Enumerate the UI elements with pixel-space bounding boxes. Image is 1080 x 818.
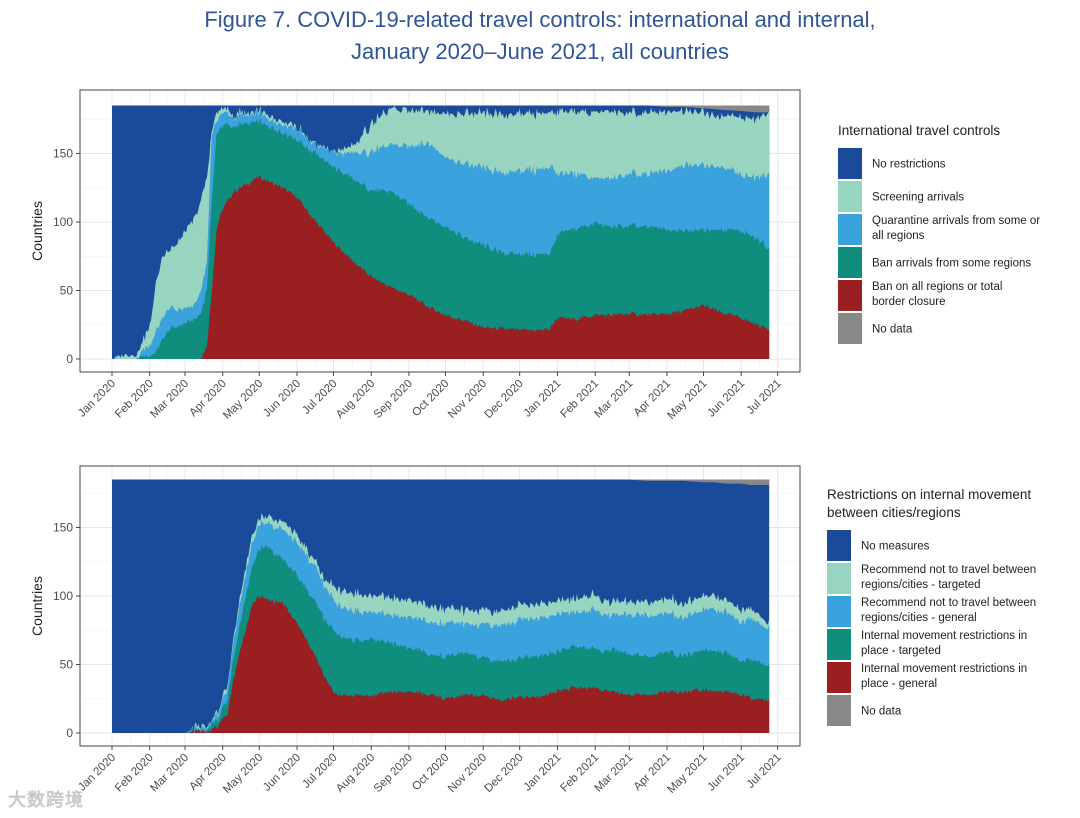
legend-label-line: Quarantine arrivals from some or [872,215,1040,227]
x-tick-label: Jul 2020 [300,752,339,791]
x-tick-label: Nov 2020 [446,378,489,421]
y-axis-title: Countries [29,201,45,261]
legend-key [827,695,851,726]
x-tick-label: Jan 2020 [76,378,118,420]
area-series-c3 [112,118,770,359]
legend-key [838,148,862,179]
area-series-c5 [112,105,770,113]
y-tick-label: 150 [53,147,73,161]
watermark-text: 大数跨境 [8,790,84,810]
legend: Restrictions on internal movement between… [827,487,1036,726]
x-tick-label: Mar 2020 [148,752,191,795]
legend-key [827,629,851,660]
x-tick-label: Jun 2021 [705,752,747,794]
legend-label-line: regions/cities - general [861,612,977,624]
x-tick-label: May 2020 [221,378,265,422]
legend-title: International travel controls [838,123,1000,138]
y-tick-label: 50 [60,658,74,672]
x-tick-label: Jun 2020 [261,752,303,794]
legend-label-line: Ban on all regions or total [872,281,1002,293]
area-series-c1 [112,105,770,359]
legend-key [827,563,851,594]
legend-label-line: place - general [861,678,937,690]
legend-key [827,662,851,693]
x-tick-label: Sep 2020 [372,378,415,421]
legend-label: Ban on all regions or total border closur… [872,281,1002,308]
y-tick-label: 100 [53,215,73,229]
x-tick-label: May 2021 [665,378,709,422]
legend-label-line: Recommend not to travel between [861,564,1036,576]
legend-key [838,247,862,278]
figure-title-line2: January 2020–June 2021, all countries [351,39,729,64]
legend-key [838,313,862,344]
area-series-c4 [112,595,770,733]
x-tick-label: Jul 2021 [745,378,784,417]
legend-label: No data [872,324,913,336]
x-tick-label: Aug 2020 [334,752,377,795]
legend-label-line: all regions [872,230,925,242]
x-tick-label: Jul 2021 [745,752,784,791]
legend-label: Recommend not to travel between regions/c… [861,564,1036,591]
area-series-c5 [112,479,770,486]
legend-label: Recommend not to travel between regions/c… [861,597,1036,624]
legend-title: between cities/regions [827,505,961,520]
x-tick-label: Dec 2020 [483,378,526,421]
plot-border [79,465,801,747]
y-tick-label: 0 [66,726,73,740]
legend-label-line: border closure [872,296,946,308]
legend-key [838,214,862,245]
legend-label: No data [861,706,902,718]
y-tick-label: 0 [66,352,73,366]
area-series-c3 [112,544,770,733]
legend-label-line: Recommend not to travel between [861,597,1036,609]
legend-label: No restrictions [872,159,946,171]
plot-border [79,89,801,373]
legend: International travel controls No restrict… [838,123,1040,344]
x-tick-label: Jun 2020 [261,378,303,420]
y-tick-label: 100 [53,589,73,603]
legend-key [838,181,862,212]
x-tick-label: Jan 2021 [522,752,564,794]
legend-title: Restrictions on internal movement [827,487,1031,502]
x-tick-label: Dec 2020 [483,752,526,795]
legend-label: Quarantine arrivals from some or all regi… [872,215,1040,242]
x-tick-label: Jun 2021 [705,378,747,420]
figure-title-line1: Figure 7. COVID-19-related travel contro… [204,7,876,32]
x-tick-label: Nov 2020 [446,752,489,795]
legend-key [838,280,862,311]
legend-label-line: place - targeted [861,645,941,657]
legend-label-line: Internal movement restrictions in [861,663,1027,675]
x-tick-label: Sep 2020 [372,752,415,795]
y-tick-label: 150 [53,521,73,535]
area-series-c2 [112,108,770,359]
y-tick-label: 50 [60,284,74,298]
legend-label: Internal movement restrictions in place -… [861,663,1027,690]
legend-label: No measures [861,541,930,553]
legend-key [827,530,851,561]
x-tick-label: Jul 2020 [300,378,339,417]
y-axis-title: Countries [29,576,45,636]
x-tick-label: Jan 2021 [522,378,564,420]
legend-label-line: Internal movement restrictions in [861,630,1027,642]
x-tick-label: Mar 2020 [148,378,191,421]
legend-label: Screening arrivals [872,192,964,204]
legend-key [827,596,851,627]
x-tick-label: Aug 2020 [334,378,377,421]
legend-label: Ban arrivals from some regions [872,258,1031,270]
x-tick-label: May 2021 [665,752,709,796]
legend-label-line: regions/cities - targeted [861,579,981,591]
area-series-c4 [112,175,770,359]
area-series-c2 [112,520,770,733]
legend-label: Internal movement restrictions in place -… [861,630,1027,657]
x-tick-label: May 2020 [221,752,265,796]
